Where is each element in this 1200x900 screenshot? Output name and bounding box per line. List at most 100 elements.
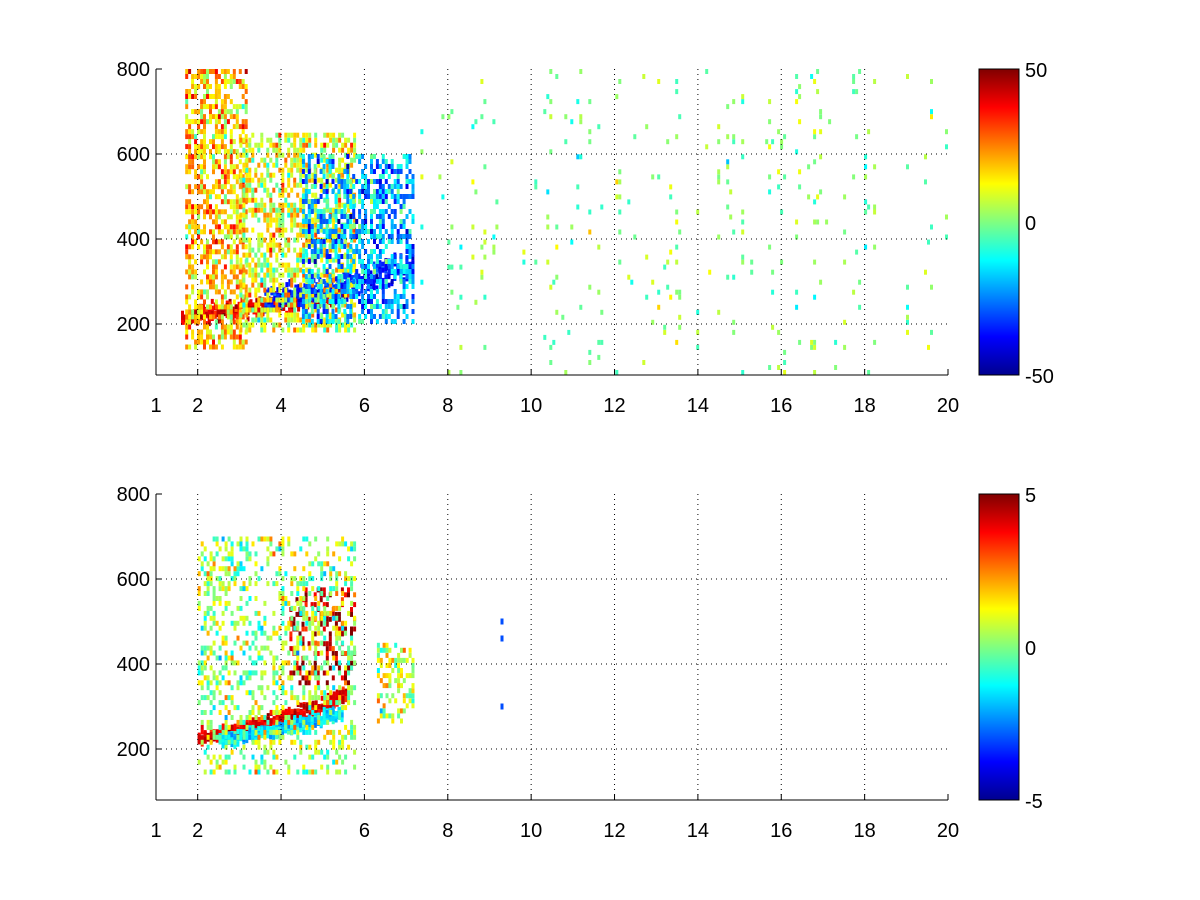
- heatmap-cell: [353, 262, 357, 268]
- heatmap-cell: [361, 184, 365, 189]
- heatmap-cell: [317, 551, 321, 557]
- heatmap-cell: [338, 700, 342, 706]
- heatmap-cell: [197, 329, 201, 335]
- heatmap-cell: [328, 319, 332, 324]
- heatmap-cell: [358, 319, 362, 324]
- heatmap-cell: [281, 690, 285, 696]
- heatmap-cell: [281, 680, 285, 686]
- heatmap-cell: [376, 673, 380, 679]
- heatmap-cell: [343, 169, 347, 174]
- heatmap-cell: [224, 680, 228, 686]
- heatmap-cell: [203, 114, 206, 120]
- heatmap-cell: [349, 294, 353, 299]
- heatmap-cell: [200, 309, 204, 315]
- heatmap-cell: [203, 660, 207, 666]
- heatmap-cell: [221, 635, 225, 641]
- heatmap-cell: [278, 132, 282, 138]
- heatmap-cell: [353, 132, 357, 138]
- heatmap-cell: [335, 700, 339, 706]
- heatmap-cell: [194, 109, 198, 115]
- heatmap-cell: [290, 690, 294, 696]
- heatmap-cell: [396, 314, 400, 319]
- heatmap-cell: [576, 99, 580, 105]
- heatmap-cell: [293, 576, 297, 582]
- heatmap-cell: [278, 222, 282, 228]
- heatmap-cell: [295, 611, 299, 617]
- heatmap-cell: [263, 282, 267, 288]
- heatmap-cell: [218, 734, 222, 740]
- heatmap-cell: [212, 154, 215, 160]
- heatmap-cell: [191, 284, 195, 290]
- heatmap-cell: [346, 174, 350, 179]
- heatmap-cell: [263, 734, 267, 740]
- heatmap-cell: [284, 262, 288, 268]
- heatmap-cell: [344, 317, 348, 323]
- heatmap-cell: [293, 237, 297, 243]
- heatmap-cell: [223, 164, 227, 170]
- heatmap-cell: [266, 217, 270, 223]
- heatmap-cell: [317, 715, 321, 720]
- heatmap-cell: [329, 237, 333, 243]
- heatmap-cell: [231, 313, 235, 319]
- heatmap-cell: [299, 197, 303, 203]
- heatmap-cell: [242, 137, 246, 143]
- heatmap-cell: [257, 237, 261, 243]
- heatmap-cell: [293, 566, 297, 572]
- heatmap-cell: [254, 720, 258, 726]
- heatmap-cell: [260, 733, 264, 739]
- heatmap-cell: [257, 717, 261, 722]
- heatmap-cell: [230, 738, 234, 744]
- heatmap-cell: [261, 302, 265, 308]
- heatmap-cell: [290, 723, 293, 729]
- heatmap-cell: [293, 212, 297, 218]
- heatmap-cell: [239, 172, 243, 178]
- heatmap-cell: [289, 646, 293, 652]
- heatmap-cell: [275, 729, 279, 735]
- heatmap-cell: [370, 289, 373, 294]
- heatmap-cell: [314, 322, 318, 328]
- heatmap-cell: [266, 312, 270, 318]
- heatmap-cell: [267, 304, 271, 310]
- heatmap-cell: [378, 209, 382, 214]
- heatmap-cell: [495, 224, 499, 230]
- heatmap-cell: [408, 249, 412, 254]
- heatmap-cell: [305, 610, 309, 616]
- heatmap-cell: [226, 309, 230, 315]
- heatmap-cell: [310, 154, 314, 159]
- heatmap-cell: [307, 154, 311, 159]
- heatmap-cell: [843, 259, 847, 265]
- heatmap-cell: [408, 234, 412, 239]
- heatmap-cell: [570, 224, 574, 230]
- heatmap-cell: [218, 754, 222, 760]
- heatmap-cell: [385, 683, 389, 689]
- heatmap-cell: [480, 79, 484, 84]
- heatmap-cell: [290, 710, 294, 716]
- heatmap-cell: [349, 234, 353, 239]
- heatmap-cell: [393, 299, 397, 304]
- heatmap-cell: [323, 132, 327, 138]
- heatmap-cell: [257, 257, 261, 263]
- heatmap-cell: [206, 734, 210, 740]
- heatmap-cell: [206, 264, 209, 270]
- heatmap-cell: [266, 242, 270, 248]
- heatmap-cell: [393, 294, 397, 299]
- heatmap-cell: [290, 551, 294, 557]
- heatmap-cell: [334, 254, 338, 259]
- heatmap-cell: [338, 541, 342, 547]
- heatmap-cell: [287, 650, 291, 656]
- heatmap-cell: [308, 591, 312, 596]
- heatmap-cell: [266, 749, 270, 755]
- heatmap-cell: [331, 154, 335, 159]
- heatmap-cell: [768, 174, 772, 180]
- heatmap-cell: [248, 581, 252, 587]
- heatmap-cell: [381, 154, 385, 159]
- heatmap-cell: [305, 724, 309, 730]
- heatmap-cell: [331, 712, 335, 718]
- heatmap-cell: [233, 764, 237, 770]
- heatmap-cell: [203, 104, 206, 110]
- heatmap-cell: [326, 596, 330, 601]
- heatmap-cell: [295, 718, 299, 724]
- heatmap-cell: [549, 344, 553, 350]
- heatmap-cell: [206, 79, 209, 84]
- heatmap-cell: [218, 625, 222, 631]
